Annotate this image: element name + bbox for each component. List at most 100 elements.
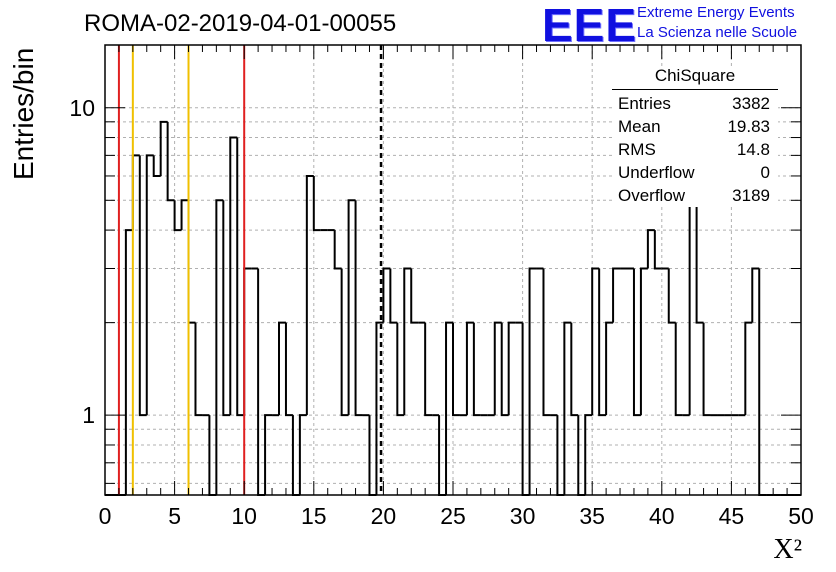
histogram-bin bbox=[236, 137, 245, 417]
histogram-bin bbox=[354, 200, 363, 417]
stats-label: RMS bbox=[618, 140, 656, 159]
stats-value: 19.83 bbox=[727, 117, 770, 136]
stats-row: Underflow 0 bbox=[612, 161, 778, 184]
histogram-bin bbox=[758, 268, 767, 496]
histogram-bin bbox=[632, 268, 641, 417]
histogram-bin bbox=[298, 414, 307, 495]
histogram-bin bbox=[507, 321, 516, 416]
x-tick-label: 15 bbox=[301, 503, 327, 529]
x-tick-label: 40 bbox=[649, 503, 675, 529]
logo-line-1: Extreme Energy Events bbox=[637, 4, 795, 21]
axes: 0 5 10 15 20 25 30 35 40 45 50 1 10 bbox=[69, 44, 814, 529]
histogram-bin bbox=[333, 230, 342, 270]
stats-value: 3189 bbox=[732, 186, 770, 205]
histogram-bin bbox=[173, 200, 182, 232]
histogram-bin bbox=[542, 268, 551, 417]
x-tick-label: 35 bbox=[579, 503, 605, 529]
y-tick-label: 10 bbox=[69, 95, 95, 121]
histogram-bin bbox=[124, 229, 133, 495]
stats-label: Mean bbox=[618, 117, 661, 136]
x-tick-label: 5 bbox=[168, 503, 181, 529]
histogram-bin bbox=[312, 175, 321, 232]
histogram-bin bbox=[152, 155, 161, 177]
histogram-bin bbox=[702, 322, 711, 417]
histogram-bin bbox=[646, 229, 655, 269]
stats-row: RMS 14.8 bbox=[612, 138, 778, 161]
histogram-bin bbox=[159, 120, 168, 176]
histogram-bin bbox=[591, 267, 600, 416]
histogram-bin bbox=[305, 174, 314, 416]
histogram-bin bbox=[131, 154, 140, 231]
histogram-bin bbox=[396, 322, 405, 417]
histogram-bin bbox=[145, 154, 154, 416]
histogram-bin bbox=[229, 136, 238, 416]
histogram-bin bbox=[347, 199, 356, 416]
histogram-bin bbox=[187, 200, 196, 324]
histogram-bin bbox=[493, 321, 502, 416]
y-tick-label: 1 bbox=[82, 402, 95, 428]
histogram-bin bbox=[222, 200, 231, 417]
histogram-bin bbox=[138, 155, 147, 417]
x-tick-label: 25 bbox=[440, 503, 466, 529]
histogram-bin bbox=[264, 414, 273, 495]
stats-value: 0 bbox=[760, 163, 770, 182]
histogram-bin bbox=[639, 267, 648, 416]
x-tick-label: 30 bbox=[510, 503, 536, 529]
histogram-bin bbox=[695, 155, 704, 324]
stats-value: 14.8 bbox=[736, 140, 770, 159]
histogram-bin bbox=[215, 199, 224, 495]
histogram-bin bbox=[674, 322, 683, 417]
histogram-bin bbox=[389, 268, 398, 324]
histogram-bin bbox=[340, 268, 349, 417]
stats-title: ChiSquare bbox=[612, 66, 778, 90]
stats-row: Mean 19.83 bbox=[612, 115, 778, 138]
histogram-bin bbox=[570, 322, 579, 417]
stats-label: Overflow bbox=[618, 186, 686, 205]
reference-lines bbox=[117, 45, 383, 495]
x-tick-label: 0 bbox=[99, 503, 112, 529]
histogram-bin bbox=[612, 267, 621, 323]
histogram-bin bbox=[278, 321, 286, 416]
histogram-bin bbox=[521, 322, 530, 496]
histogram-bin bbox=[382, 267, 391, 323]
histogram-bin bbox=[584, 414, 593, 495]
stats-row: Overflow 3189 bbox=[612, 184, 778, 207]
histogram-bin bbox=[598, 268, 607, 417]
y-axis-label: Entries/bin bbox=[8, 47, 39, 180]
histogram-bin bbox=[465, 321, 474, 416]
histogram-bin bbox=[194, 322, 203, 417]
histogram-bin bbox=[403, 267, 412, 416]
plot-title: ROMA-02-2019-04-01-00055 bbox=[84, 10, 397, 37]
histogram-bin bbox=[744, 321, 753, 416]
histogram-bin bbox=[605, 321, 614, 416]
histogram-bin bbox=[424, 322, 433, 417]
logo-line-2: La Scienza nelle Scuole bbox=[637, 24, 798, 41]
histogram-bin bbox=[667, 268, 676, 324]
histogram-bin bbox=[375, 321, 384, 495]
histogram-bin bbox=[284, 322, 293, 417]
histogram-bin bbox=[500, 322, 509, 417]
x-tick-label: 45 bbox=[719, 503, 745, 529]
histogram-bin bbox=[472, 322, 481, 417]
histogram-bin bbox=[563, 321, 572, 495]
histogram-bin bbox=[410, 268, 419, 324]
histogram-bin bbox=[751, 267, 760, 323]
stats-label: Underflow bbox=[618, 163, 695, 182]
stats-label: Entries bbox=[618, 94, 671, 113]
x-tick-label: 10 bbox=[231, 503, 257, 529]
histogram-bin bbox=[243, 267, 252, 416]
x-tick-label: 50 bbox=[788, 503, 814, 529]
x-axis-label: X² bbox=[773, 534, 802, 565]
histogram-bin bbox=[166, 121, 175, 202]
histogram-bin bbox=[653, 230, 662, 270]
histogram-bin bbox=[528, 267, 537, 495]
x-tick-label: 20 bbox=[371, 503, 397, 529]
histogram-bin bbox=[180, 199, 189, 231]
eee-logo: EEE bbox=[542, 0, 638, 51]
stats-row: Entries 3382 bbox=[612, 92, 778, 115]
stats-value: 3382 bbox=[732, 94, 770, 113]
stats-box: ChiSquare Entries 3382 Mean 19.83 RMS 14.8 … bbox=[612, 66, 778, 207]
histogram-bin bbox=[257, 268, 266, 496]
histogram-bin bbox=[452, 322, 460, 417]
